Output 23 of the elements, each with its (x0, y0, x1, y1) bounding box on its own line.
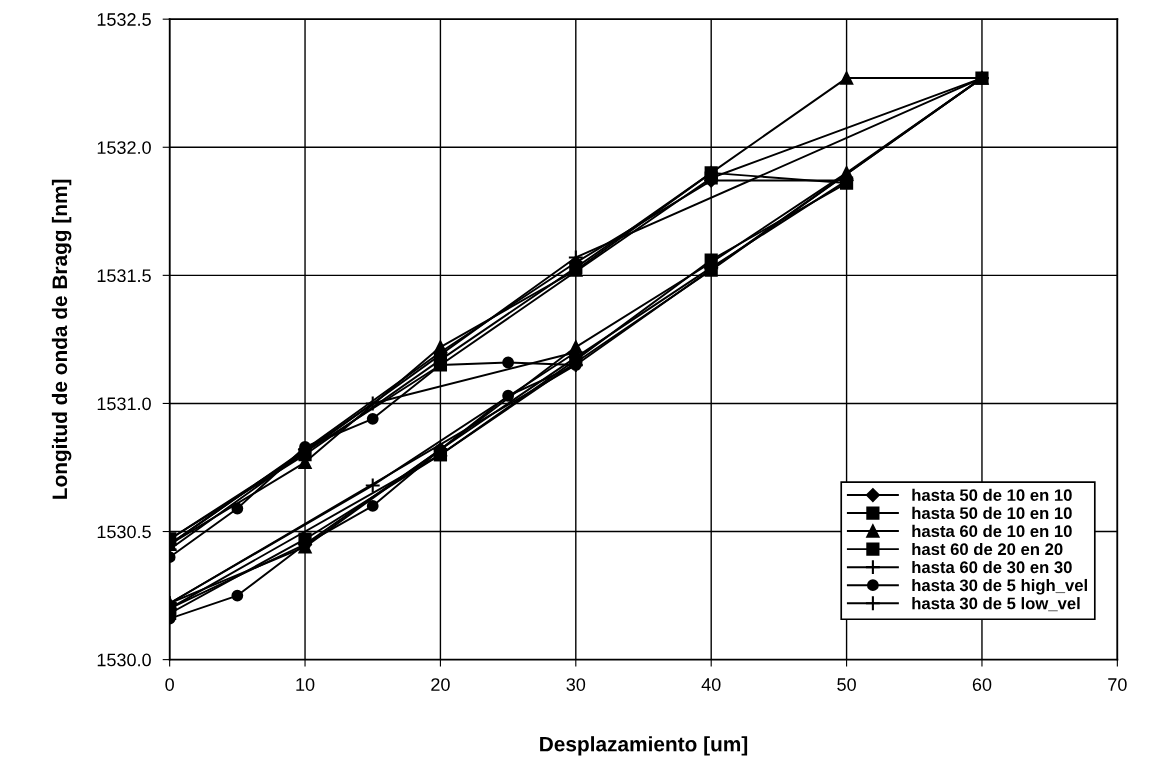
y-axis-title: Longitud de onda de Bragg [nm] (51, 179, 72, 499)
x-tick-label: 10 (296, 678, 315, 691)
y-tick-label: 1530.0 (97, 653, 151, 667)
legend-label: hast 60 de 20 en 20 (912, 542, 1063, 556)
legend-label: hasta 50 de 10 en 10 (912, 488, 1072, 502)
legend-label: hasta 50 de 10 en 10 (912, 506, 1072, 520)
y-tick-label: 1532.0 (97, 141, 151, 154)
legend-label: hasta 30 de 5 low_vel (912, 597, 1080, 612)
x-tick-label: 20 (431, 678, 450, 691)
x-axis-title: Desplazamiento [um] (540, 736, 748, 756)
x-tick-label: 60 (972, 678, 992, 691)
x-tick-label: 30 (566, 678, 586, 691)
legend-label: hasta 60 de 10 en 10 (912, 524, 1072, 538)
legend-label: hasta 30 de 5 high_vel (912, 578, 1087, 595)
x-tick-label: 70 (1108, 678, 1127, 691)
y-tick-label: 1531.0 (97, 397, 151, 411)
x-tick-label: 40 (701, 678, 721, 691)
y-tick-label: 1532.5 (97, 13, 151, 26)
legend-label: hasta 60 de 30 en 30 (912, 560, 1072, 574)
x-tick-label: 50 (837, 678, 856, 691)
x-tick-label: 0 (165, 678, 174, 691)
y-tick-label: 1530.5 (97, 525, 151, 539)
y-tick-label: 1531.5 (97, 269, 151, 283)
